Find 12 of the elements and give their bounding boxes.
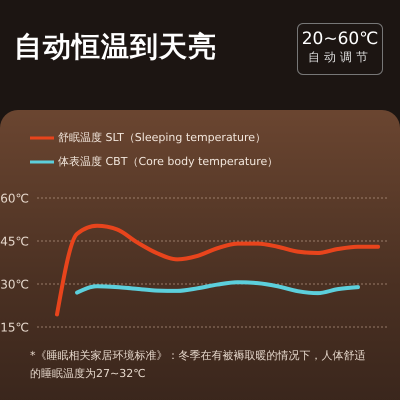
text: *《睡眠相关家居环境标准》：冬季在有被褥取暖的情况下，人体舒适的睡眠温度为27~32℃: [30, 348, 366, 382]
y-tick-label: 15℃: [0, 320, 29, 334]
text: 20~60℃: [300, 29, 380, 49]
chart-title: 自动恒温到天亮: [14, 29, 217, 65]
line-series: [55, 224, 380, 316]
y-tick-label: 30℃: [0, 277, 29, 292]
legend-label: 舒眠温度 SLT（Sleeping temperature）: [58, 131, 266, 144]
y-tick-label: 60℃: [0, 191, 29, 206]
legend-label: 体表温度 CBT（Core body temperature）: [58, 155, 278, 168]
line-series: [75, 280, 360, 296]
y-tick-label: 45℃: [0, 234, 29, 248]
text: 自动调节: [307, 49, 373, 66]
